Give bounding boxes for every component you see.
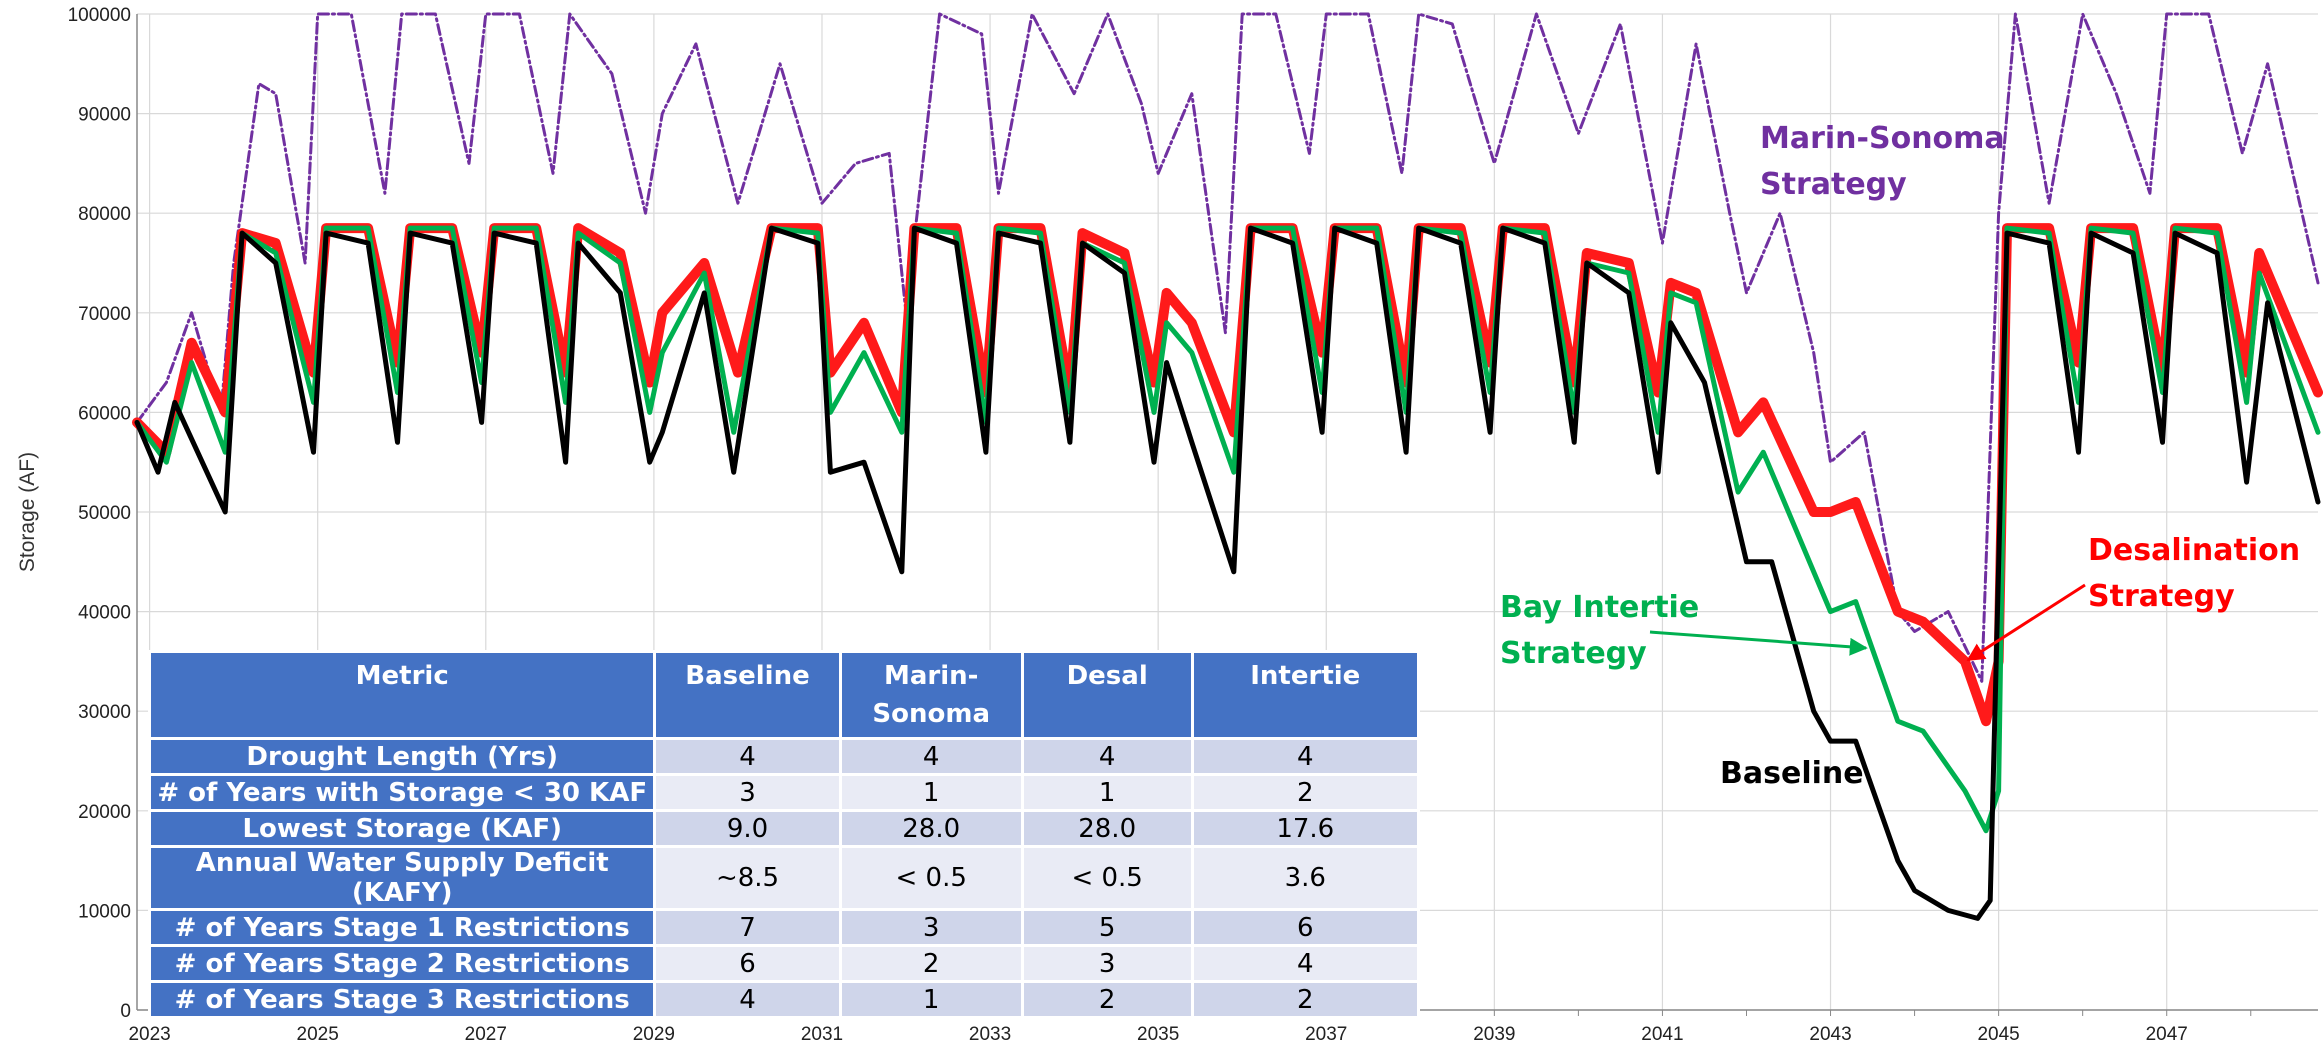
y-tick-label: 60000 <box>78 403 131 424</box>
metric-value-cell-marin: 28.0 <box>838 809 1024 848</box>
metric-value-cell-baseline: 4 <box>653 737 842 776</box>
intertie-arrow <box>1649 630 1868 656</box>
header-intertie: Intertie <box>1190 650 1421 740</box>
table-row: Annual Water Supply Deficit (KAFY) ~8.5 < … <box>147 845 1421 911</box>
table-row: # of Years Stage 3 Restrictions 4 1 2 2 <box>147 980 1421 1019</box>
y-tick-label: 10000 <box>78 901 131 922</box>
metric-value-cell-marin: 4 <box>838 737 1024 776</box>
metric-value-cell-desal: 3 <box>1020 944 1194 983</box>
metric-value-cell-marin: < 0.5 <box>838 845 1024 911</box>
table-row: # of Years Stage 2 Restrictions 6 2 3 4 <box>147 944 1421 983</box>
metric-value-cell-baseline: ~8.5 <box>653 845 842 911</box>
y-tick-label: 0 <box>120 1001 131 1022</box>
table-row: # of Years with Storage < 30 KAF 3 1 1 2 <box>147 773 1421 812</box>
metric-value-cell-intertie: 4 <box>1190 737 1421 776</box>
metric-value-cell-desal: 5 <box>1020 908 1194 947</box>
x-tick-label: 2023 <box>128 1024 170 1045</box>
y-tick-label: 100000 <box>68 5 131 26</box>
metric-value-cell-intertie: 2 <box>1190 773 1421 812</box>
metric-value-cell-marin: 1 <box>838 773 1024 812</box>
metric-name-cell: Annual Water Supply Deficit (KAFY) <box>147 845 657 911</box>
annotation-marin: Strategy <box>1760 167 1907 202</box>
annotation-intertie: Strategy <box>1500 636 1647 671</box>
x-tick-label: 2027 <box>465 1024 507 1045</box>
y-axis-label: Storage (AF) <box>16 452 39 572</box>
metric-value-cell-desal: 2 <box>1020 980 1194 1019</box>
metric-value-cell-intertie: 17.6 <box>1190 809 1421 848</box>
x-tick-label: 2037 <box>1305 1024 1347 1045</box>
chart-axes: 0 10000 20000 30000 40000 50000 60000 70000 8000… <box>16 5 2318 1045</box>
metric-value-cell-desal: 1 <box>1020 773 1194 812</box>
x-tick-label: 2031 <box>801 1024 843 1045</box>
metric-value-cell-intertie: 3.6 <box>1190 845 1421 911</box>
metric-value-cell-baseline: 7 <box>653 908 842 947</box>
desal-arrow <box>1966 583 2086 662</box>
header-marin-sonoma: Marin-Sonoma <box>838 650 1024 740</box>
metric-value-cell-desal: < 0.5 <box>1020 845 1194 911</box>
table-row: Drought Length (Yrs) 4 4 4 4 <box>147 737 1421 776</box>
metric-name-cell: Lowest Storage (KAF) <box>147 809 657 848</box>
header-desal: Desal <box>1020 650 1194 740</box>
metric-value-cell-marin: 2 <box>838 944 1024 983</box>
metric-value-cell-intertie: 2 <box>1190 980 1421 1019</box>
annotation-desal: Desalination <box>2088 533 2300 568</box>
y-tick-label: 20000 <box>78 802 131 823</box>
chart-annotations: Marin-Sonoma Strategy Desalination Strategy… <box>1500 121 2300 791</box>
table-row: # of Years Stage 1 Restrictions 7 3 5 6 <box>147 908 1421 947</box>
metric-value-cell-baseline: 6 <box>653 944 842 983</box>
metric-name-cell: Drought Length (Yrs) <box>147 737 657 776</box>
metric-value-cell-intertie: 6 <box>1190 908 1421 947</box>
metric-name-cell: # of Years Stage 2 Restrictions <box>147 944 657 983</box>
metric-value-cell-baseline: 4 <box>653 980 842 1019</box>
table-header-row: Metric Baseline Marin-Sonoma Desal Inter… <box>147 650 1421 740</box>
annotation-intertie: Bay Intertie <box>1500 590 1699 625</box>
y-tick-label: 30000 <box>78 702 131 723</box>
x-tick-label: 2033 <box>969 1024 1011 1045</box>
y-tick-label: 90000 <box>78 105 131 126</box>
table-row: Lowest Storage (KAF) 9.0 28.0 28.0 17.6 <box>147 809 1421 848</box>
x-tick-label: 2043 <box>1809 1024 1851 1045</box>
header-metric: Metric <box>147 650 657 740</box>
x-tick-label: 2039 <box>1473 1024 1515 1045</box>
metric-name-cell: # of Years Stage 3 Restrictions <box>147 980 657 1019</box>
metric-value-cell-baseline: 3 <box>653 773 842 812</box>
header-baseline: Baseline <box>653 650 842 740</box>
annotation-marin: Marin-Sonoma <box>1760 121 2005 156</box>
x-tick-label: 2025 <box>297 1024 339 1045</box>
metric-value-cell-baseline: 9.0 <box>653 809 842 848</box>
series-line-3 <box>134 225 2321 921</box>
metric-value-cell-desal: 4 <box>1020 737 1194 776</box>
chart-series <box>132 12 2323 921</box>
annotation-baseline: Baseline <box>1720 756 1864 791</box>
metrics-table: Metric Baseline Marin-Sonoma Desal Inter… <box>147 650 1421 1019</box>
metric-value-cell-intertie: 4 <box>1190 944 1421 983</box>
y-tick-label: 70000 <box>78 304 131 325</box>
series-line-0 <box>135 12 2320 683</box>
x-tick-label: 2041 <box>1641 1024 1683 1045</box>
metric-name-cell: # of Years with Storage < 30 KAF <box>147 773 657 812</box>
metric-name-cell: # of Years Stage 1 Restrictions <box>147 908 657 947</box>
y-tick-label: 50000 <box>78 503 131 524</box>
x-tick-label: 2035 <box>1137 1024 1179 1045</box>
y-tick-label: 80000 <box>78 204 131 225</box>
x-tick-label: 2029 <box>633 1024 675 1045</box>
x-tick-label: 2047 <box>2146 1024 2188 1045</box>
y-tick-label: 40000 <box>78 603 131 624</box>
annotation-desal: Strategy <box>2088 579 2235 614</box>
metric-value-cell-marin: 1 <box>838 980 1024 1019</box>
metric-value-cell-marin: 3 <box>838 908 1024 947</box>
metric-value-cell-desal: 28.0 <box>1020 809 1194 848</box>
x-tick-label: 2045 <box>1977 1024 2019 1045</box>
